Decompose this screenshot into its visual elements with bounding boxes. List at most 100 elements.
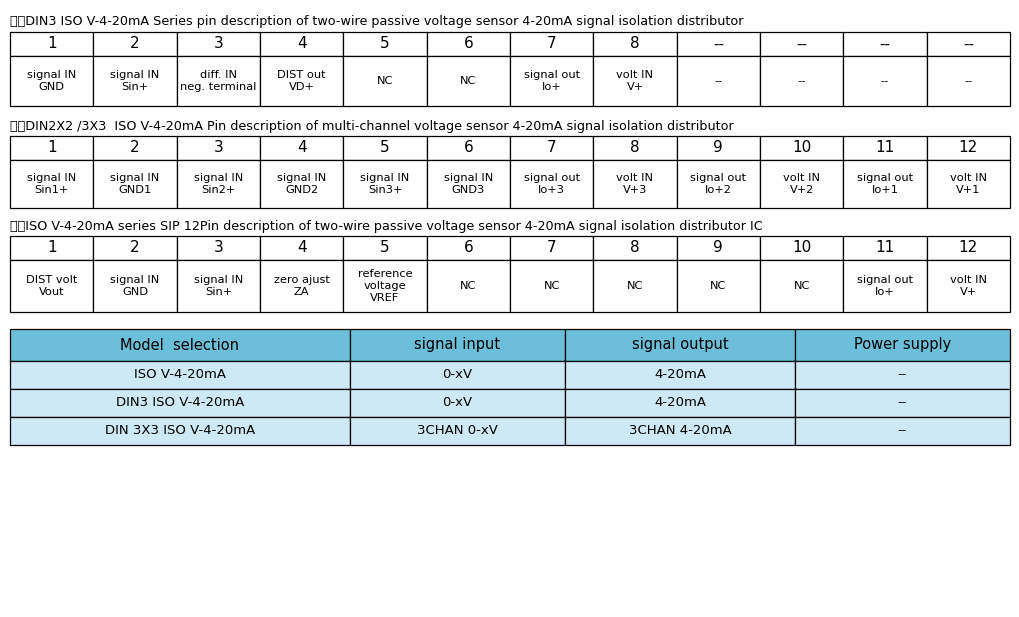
Bar xyxy=(176,160,260,208)
Bar xyxy=(676,160,759,208)
Text: 3CHAN 4-20mA: 3CHAN 4-20mA xyxy=(628,424,731,437)
Bar xyxy=(510,56,593,106)
Bar xyxy=(843,32,925,56)
Bar xyxy=(94,260,176,312)
Bar xyxy=(343,260,426,312)
Bar xyxy=(94,32,176,56)
Text: 9: 9 xyxy=(712,141,722,155)
Text: volt IN
V+: volt IN V+ xyxy=(949,275,985,297)
Text: volt IN
V+: volt IN V+ xyxy=(615,70,653,92)
Text: 4: 4 xyxy=(297,241,306,255)
Text: NC: NC xyxy=(376,76,392,86)
Text: 12: 12 xyxy=(958,241,977,255)
Text: 4: 4 xyxy=(297,141,306,155)
Bar xyxy=(10,160,94,208)
Bar xyxy=(176,32,260,56)
Bar xyxy=(350,389,565,417)
Text: --: -- xyxy=(963,76,971,86)
Bar xyxy=(343,160,426,208)
Bar xyxy=(510,136,593,160)
Text: signal IN
Sin1+: signal IN Sin1+ xyxy=(28,173,76,195)
Text: 7: 7 xyxy=(546,241,556,255)
Text: signal out
Io+2: signal out Io+2 xyxy=(690,173,746,195)
Text: volt IN
V+2: volt IN V+2 xyxy=(783,173,819,195)
Text: 4: 4 xyxy=(297,36,306,51)
Bar xyxy=(925,56,1009,106)
Bar xyxy=(350,361,565,389)
Text: 二、DIN2X2 /3X3  ISO V-4-20mA Pin description of multi-channel voltage sensor 4-20: 二、DIN2X2 /3X3 ISO V-4-20mA Pin descripti… xyxy=(10,120,733,133)
Bar xyxy=(426,160,510,208)
Bar xyxy=(593,260,676,312)
Bar xyxy=(676,236,759,260)
Bar xyxy=(593,136,676,160)
Bar xyxy=(510,260,593,312)
Bar xyxy=(565,389,794,417)
Text: signal IN
Sin2+: signal IN Sin2+ xyxy=(194,173,243,195)
Bar xyxy=(925,236,1009,260)
Bar xyxy=(565,329,794,361)
Text: NC: NC xyxy=(460,281,476,291)
Text: 10: 10 xyxy=(792,141,810,155)
Bar xyxy=(426,260,510,312)
Text: 7: 7 xyxy=(546,36,556,51)
Text: DIN3 ISO V-4-20mA: DIN3 ISO V-4-20mA xyxy=(116,397,244,410)
Text: 三、ISO V-4-20mA series SIP 12Pin description of two-wire passive voltage sensor 4: 三、ISO V-4-20mA series SIP 12Pin descript… xyxy=(10,220,762,233)
Bar xyxy=(759,56,843,106)
Bar xyxy=(94,136,176,160)
Text: --: -- xyxy=(880,76,889,86)
Text: --: -- xyxy=(897,368,906,381)
Text: signal IN
GND2: signal IN GND2 xyxy=(277,173,326,195)
Text: 12: 12 xyxy=(958,141,977,155)
Bar xyxy=(94,160,176,208)
Bar xyxy=(593,32,676,56)
Bar xyxy=(426,236,510,260)
Text: 6: 6 xyxy=(463,241,473,255)
Bar xyxy=(794,329,1009,361)
Text: --: -- xyxy=(796,36,806,51)
Bar xyxy=(10,32,94,56)
Bar xyxy=(510,160,593,208)
Bar xyxy=(676,32,759,56)
Bar xyxy=(10,260,94,312)
Text: Model  selection: Model selection xyxy=(120,337,239,352)
Bar xyxy=(676,56,759,106)
Bar xyxy=(176,136,260,160)
Bar xyxy=(925,32,1009,56)
Text: 0-xV: 0-xV xyxy=(442,397,472,410)
Bar xyxy=(426,56,510,106)
Text: --: -- xyxy=(897,424,906,437)
Bar xyxy=(759,160,843,208)
Text: signal IN
GND3: signal IN GND3 xyxy=(443,173,492,195)
Text: 2: 2 xyxy=(130,141,140,155)
Bar xyxy=(794,417,1009,445)
Bar xyxy=(260,136,343,160)
Bar xyxy=(343,32,426,56)
Bar xyxy=(925,160,1009,208)
Bar xyxy=(176,236,260,260)
Bar xyxy=(794,361,1009,389)
Text: signal out
Io+: signal out Io+ xyxy=(856,275,912,297)
Bar xyxy=(593,160,676,208)
Bar xyxy=(794,389,1009,417)
Bar xyxy=(843,260,925,312)
Bar xyxy=(260,260,343,312)
Bar xyxy=(350,417,565,445)
Text: 3CHAN 0-xV: 3CHAN 0-xV xyxy=(417,424,497,437)
Bar xyxy=(10,389,350,417)
Text: volt IN
V+1: volt IN V+1 xyxy=(949,173,985,195)
Bar xyxy=(759,32,843,56)
Text: signal IN
GND: signal IN GND xyxy=(28,70,76,92)
Text: 8: 8 xyxy=(630,141,639,155)
Bar xyxy=(260,56,343,106)
Text: 0-xV: 0-xV xyxy=(442,368,472,381)
Text: DIST out
VD+: DIST out VD+ xyxy=(277,70,326,92)
Text: DIST volt
Vout: DIST volt Vout xyxy=(25,275,77,297)
Bar xyxy=(343,136,426,160)
Text: --: -- xyxy=(713,76,721,86)
Text: ISO V-4-20mA: ISO V-4-20mA xyxy=(133,368,226,381)
Bar xyxy=(510,236,593,260)
Text: NC: NC xyxy=(793,281,809,291)
Text: signal IN
GND1: signal IN GND1 xyxy=(110,173,159,195)
Text: NC: NC xyxy=(543,281,559,291)
Bar xyxy=(10,417,350,445)
